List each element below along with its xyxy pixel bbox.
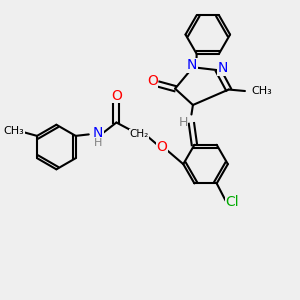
Text: CH₂: CH₂ <box>130 129 149 139</box>
Text: N: N <box>187 58 197 73</box>
Text: H: H <box>94 138 102 148</box>
Text: N: N <box>92 126 103 140</box>
Text: CH₃: CH₃ <box>4 126 25 136</box>
Text: O: O <box>156 140 167 154</box>
Text: Cl: Cl <box>225 195 239 209</box>
Text: O: O <box>111 89 122 103</box>
Text: O: O <box>147 74 158 88</box>
Text: N: N <box>218 61 228 75</box>
Text: H: H <box>178 116 188 129</box>
Text: CH₃: CH₃ <box>251 86 272 96</box>
